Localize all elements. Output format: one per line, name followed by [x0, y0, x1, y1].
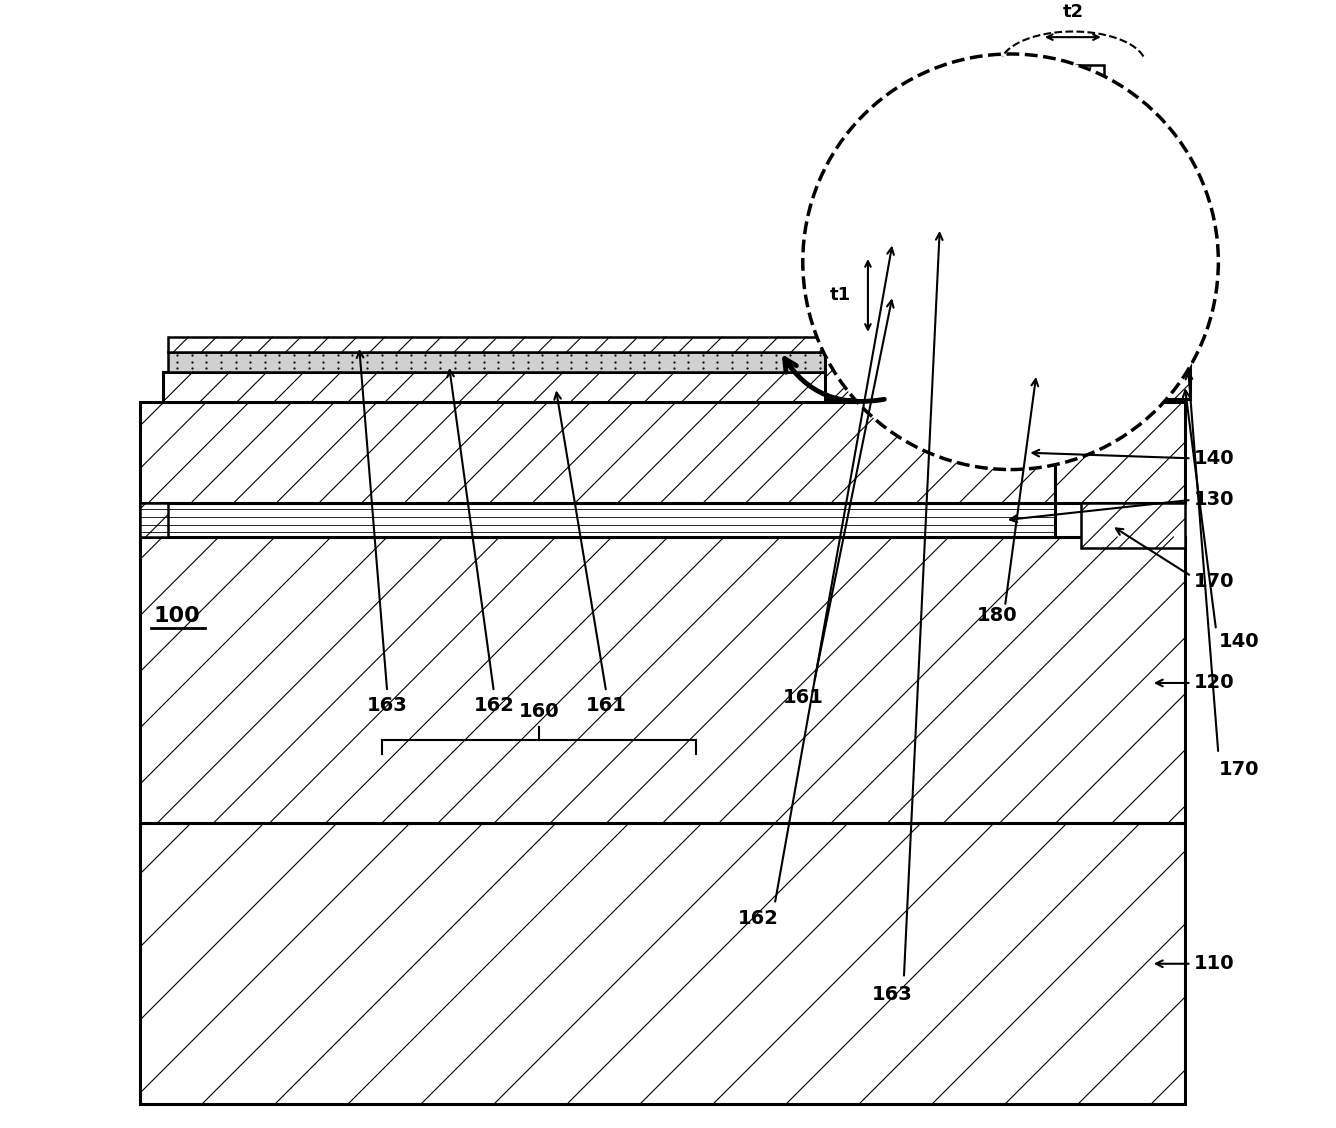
Text: 140: 140: [1218, 632, 1259, 651]
Bar: [168, 352, 1018, 372]
Text: 100: 100: [154, 606, 200, 626]
Text: 180: 180: [977, 606, 1018, 625]
Bar: [1055, 403, 1185, 503]
Circle shape: [803, 54, 1218, 469]
Text: 170: 170: [1218, 760, 1259, 779]
Text: 170: 170: [1193, 572, 1234, 591]
Bar: [1081, 503, 1185, 548]
Bar: [140, 503, 168, 537]
Polygon shape: [892, 228, 938, 256]
Text: t1: t1: [830, 287, 851, 305]
Bar: [892, 203, 1190, 228]
Bar: [168, 337, 1018, 352]
Bar: [892, 228, 1190, 256]
Bar: [826, 335, 1190, 399]
Text: 163: 163: [367, 696, 407, 715]
Bar: [163, 372, 1022, 403]
Bar: [892, 256, 1190, 335]
Text: 161: 161: [585, 696, 627, 715]
Text: 161: 161: [783, 688, 823, 707]
Text: 140: 140: [1193, 449, 1234, 468]
Bar: [1018, 337, 1055, 403]
Text: 162: 162: [737, 909, 779, 928]
Text: 120: 120: [1193, 673, 1234, 693]
Bar: [140, 823, 1185, 1104]
Bar: [140, 503, 1055, 537]
Bar: [140, 537, 1185, 823]
Text: 130: 130: [1193, 491, 1234, 510]
Text: 110: 110: [1193, 954, 1234, 973]
Text: 163: 163: [872, 985, 912, 1004]
Text: 162: 162: [473, 696, 514, 715]
Bar: [1042, 65, 1104, 203]
Bar: [140, 403, 1055, 503]
Text: 160: 160: [518, 702, 560, 721]
Text: t2: t2: [1062, 3, 1083, 21]
